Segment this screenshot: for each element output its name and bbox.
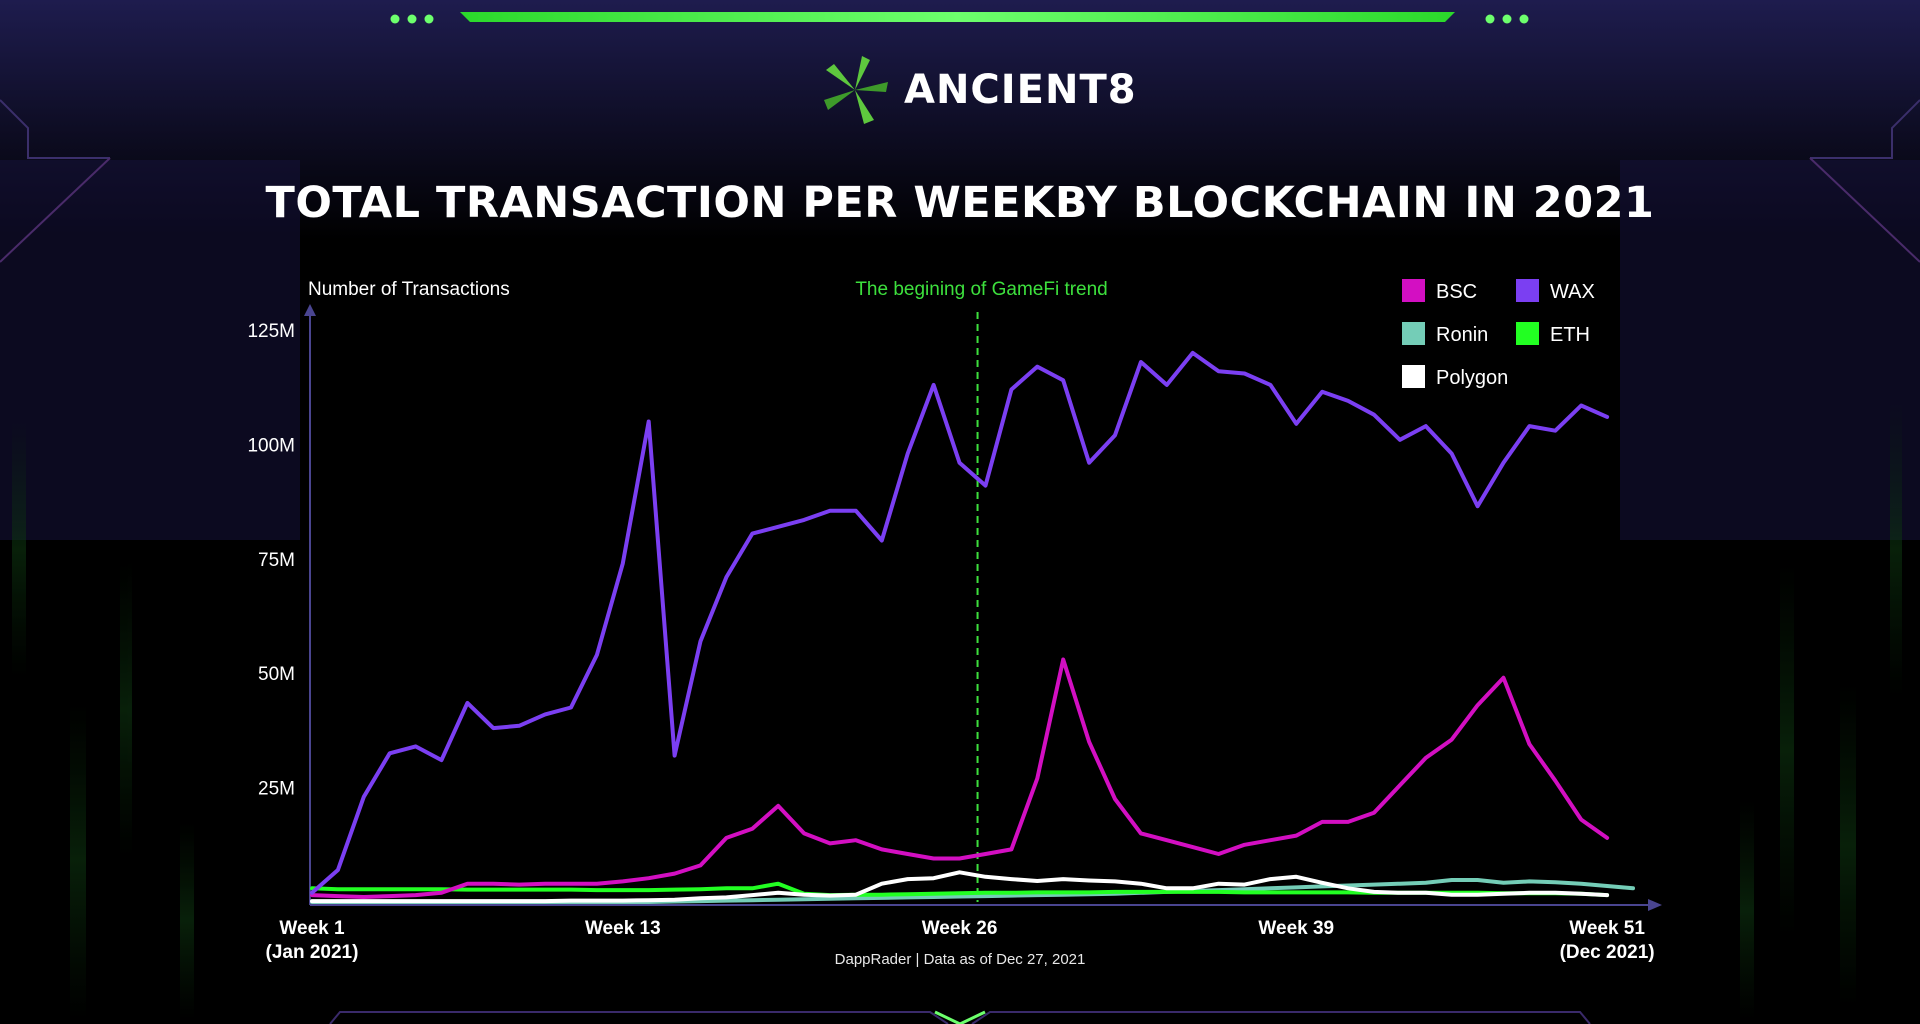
legend-label-bsc: BSC <box>1436 281 1477 303</box>
y-axis-label: Number of Transactions <box>308 279 510 300</box>
legend-label-eth: ETH <box>1550 324 1590 346</box>
legend-label-ronin: Ronin <box>1436 324 1488 346</box>
y-tick-label: 75M <box>258 550 295 571</box>
series-line-bsc <box>310 657 1610 899</box>
legend-swatch-bsc <box>1402 279 1425 302</box>
x-tick-label: Week 39 <box>1258 918 1334 939</box>
y-tick-label: 25M <box>258 779 295 800</box>
legend-swatch-polygon <box>1402 365 1425 388</box>
y-tick-label: 50M <box>258 664 295 685</box>
y-tick-label: 125M <box>247 321 295 342</box>
annotation-text: The begining of GameFi trend <box>855 279 1107 300</box>
legend-label-wax: WAX <box>1550 281 1595 303</box>
x-tick-label: Week 13 <box>585 918 661 939</box>
brand-name: ANCIENT8 <box>904 67 1137 113</box>
x-tick-sublabel: (Jan 2021) <box>266 942 359 963</box>
x-tick-label: Week 51 <box>1569 918 1645 939</box>
series-line-wax <box>310 350 1610 895</box>
y-tick-label: 100M <box>247 435 295 456</box>
legend-label-polygon: Polygon <box>1436 367 1508 389</box>
y-axis-arrow <box>304 304 316 316</box>
series-line-polygon <box>310 870 1610 904</box>
brand-logo: ANCIENT8 <box>818 52 1137 128</box>
x-tick-sublabel: (Dec 2021) <box>1560 942 1655 963</box>
data-source: DappRader | Data as of Dec 27, 2021 <box>834 951 1086 968</box>
x-tick-label: Week 1 <box>279 918 345 939</box>
chart-title: TOTAL TRANSACTION PER WEEKBY BLOCKCHAIN … <box>265 178 1655 228</box>
ancient8-star-icon <box>824 56 888 124</box>
legend-swatch-eth <box>1516 322 1539 345</box>
legend-swatch-wax <box>1516 279 1539 302</box>
x-tick-label: Week 26 <box>922 918 998 939</box>
x-axis-arrow <box>1648 899 1662 911</box>
legend-swatch-ronin <box>1402 322 1425 345</box>
